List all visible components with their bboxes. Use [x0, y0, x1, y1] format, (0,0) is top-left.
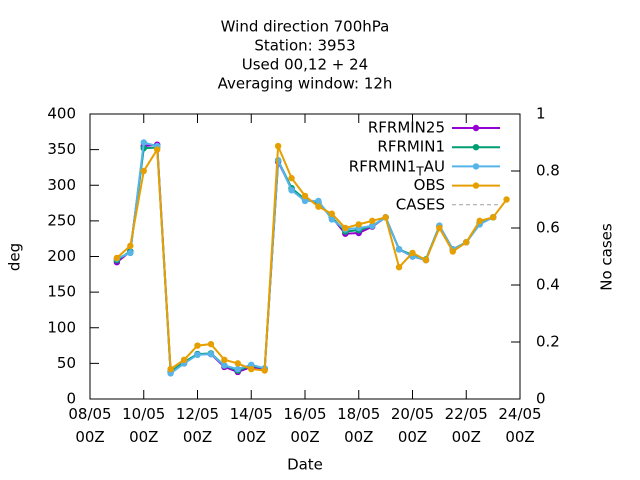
data-point [395, 263, 403, 271]
data-point [167, 365, 174, 373]
y2-tick-label: 1 [536, 105, 546, 123]
data-point [207, 350, 215, 358]
chart-title: Station: 3953 [254, 37, 355, 55]
y-tick-label: 250 [47, 211, 76, 229]
chart-title: Averaging window: 12h [218, 75, 393, 93]
legend-marker [472, 182, 480, 189]
legend-marker [472, 144, 480, 151]
chart-title: Wind direction 700hPa [221, 18, 390, 36]
data-point [368, 217, 376, 225]
data-point [207, 340, 215, 348]
data-point [368, 222, 376, 230]
x-tick-label: 08/05 00Z [68, 405, 111, 446]
data-point [113, 254, 121, 262]
legend-label: OBS [414, 176, 445, 194]
data-point [274, 142, 282, 150]
y-tick-label: 50 [57, 354, 76, 372]
data-point [140, 139, 147, 146]
x-axis-label: Date [287, 456, 323, 474]
data-point [301, 197, 309, 205]
legend-marker [472, 163, 480, 170]
legend-label: RFRMIN1 [377, 138, 445, 156]
data-point [288, 174, 295, 182]
data-point [395, 246, 403, 253]
x-tick-label: 14/05 00Z [230, 405, 273, 446]
legend-label: RFRMIN1TAU [349, 157, 445, 178]
data-point [234, 360, 242, 367]
legend-label: RFRMIN25 [368, 119, 445, 137]
y-tick-label: 300 [47, 176, 76, 194]
data-point [261, 367, 268, 374]
legend-label: CASES [396, 195, 445, 213]
y-tick-label: 400 [47, 105, 76, 123]
data-point [127, 242, 134, 250]
data-point [436, 224, 443, 232]
y2-tick-label: 0.6 [536, 219, 560, 237]
data-point [503, 196, 510, 203]
data-point [234, 365, 242, 373]
x-tick-label: 20/05 00Z [391, 405, 434, 446]
legend-marker [472, 124, 480, 132]
chart-title: Used 00,12 + 24 [242, 56, 368, 74]
data-point [489, 214, 497, 221]
data-point [463, 239, 470, 246]
y-axis-label: deg [6, 243, 24, 271]
data-point [140, 167, 147, 175]
y2-tick-label: 0.8 [536, 162, 560, 180]
y-tick-label: 350 [47, 140, 76, 158]
y-tick-label: 0 [66, 390, 76, 408]
data-point [221, 362, 228, 369]
data-point [315, 197, 322, 205]
x-tick-label: 22/05 00Z [445, 405, 488, 446]
data-point [342, 224, 349, 232]
y2-axis-label: No cases [598, 223, 616, 291]
data-point [127, 249, 134, 257]
data-point [476, 217, 483, 225]
data-point [221, 356, 228, 364]
data-point [422, 256, 430, 264]
data-point [153, 146, 161, 153]
data-point [315, 203, 322, 210]
data-point [288, 187, 295, 194]
y2-tick-label: 0.4 [536, 276, 560, 294]
data-point [355, 221, 362, 228]
y2-tick-label: 0 [536, 390, 546, 408]
data-point [194, 351, 201, 359]
data-point [180, 356, 188, 364]
data-point [194, 342, 201, 349]
series-line [116, 145, 508, 372]
x-tick-label: 16/05 00Z [283, 405, 326, 446]
data-point [301, 192, 309, 200]
plot-frame [89, 113, 521, 400]
x-tick-label: 10/05 00Z [122, 405, 165, 446]
data-point [328, 216, 336, 223]
y2-tick-label: 0.2 [536, 333, 560, 351]
data-point [409, 249, 416, 257]
y-tick-label: 150 [47, 283, 76, 301]
x-tick-label: 24/05 00Z [498, 405, 541, 446]
data-point [328, 210, 336, 217]
y-tick-label: 100 [47, 318, 76, 336]
x-tick-label: 12/05 00Z [176, 405, 219, 446]
data-point [382, 214, 389, 221]
y-tick-label: 200 [47, 247, 76, 265]
data-point [248, 365, 255, 373]
x-tick-label: 18/05 00Z [337, 405, 380, 446]
data-point [449, 248, 457, 255]
